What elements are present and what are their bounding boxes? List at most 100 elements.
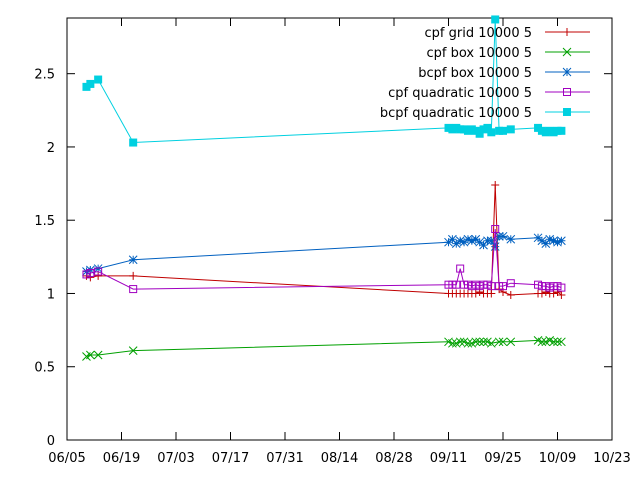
data-point [494, 337, 504, 347]
data-point [471, 337, 481, 347]
y-tick-label: 2 [47, 141, 55, 156]
data-point [479, 240, 488, 250]
data-point [129, 271, 138, 280]
data-point [487, 289, 496, 298]
data-point [448, 234, 457, 244]
data-point [487, 282, 496, 291]
x-tick-label: 07/03 [157, 451, 194, 466]
series-2 [82, 231, 566, 276]
series-0 [82, 181, 566, 299]
data-point [498, 337, 508, 347]
data-point [537, 289, 546, 298]
y-tick-label: 1 [47, 287, 55, 302]
data-point [506, 125, 515, 134]
data-point [94, 267, 103, 276]
data-point [128, 255, 138, 265]
data-point [491, 181, 500, 190]
data-point [499, 282, 507, 291]
series-1 [82, 336, 566, 361]
data-point [451, 239, 461, 249]
legend-swatch-marker [563, 108, 571, 116]
data-point [545, 234, 555, 244]
legend-swatch-marker [563, 28, 571, 36]
data-point [128, 346, 138, 355]
data-point [463, 234, 473, 244]
data-point [506, 290, 515, 299]
x-tick-label: 08/28 [375, 451, 412, 466]
x-tick-label: 10/09 [539, 451, 576, 466]
x-tick-label: 06/05 [48, 451, 85, 466]
data-point [541, 239, 551, 249]
axis-ticks: 0 0.5 1 1.5 2 2.5 06/05 06/19 07/03 07/17 07/31 08/… [34, 18, 631, 466]
x-tick-label: 10/23 [593, 451, 630, 466]
data-point [479, 337, 488, 347]
y-tick-label: 0.5 [34, 361, 55, 376]
data-point [549, 236, 558, 246]
data-point [487, 128, 496, 137]
data-point [86, 79, 95, 88]
data-point [557, 290, 566, 299]
data-point [459, 237, 469, 247]
legend-swatch-marker [563, 88, 571, 96]
data-point [506, 337, 516, 347]
data-point [506, 234, 516, 244]
data-point [491, 15, 500, 24]
data-point [86, 268, 95, 277]
data-point [549, 337, 558, 347]
data-point [537, 337, 547, 347]
plot-frame [66, 17, 613, 441]
data-point [475, 337, 484, 347]
data-point [452, 280, 461, 289]
legend-label: cpf grid 10000 5 [425, 26, 532, 41]
legend-label: cpf box 10000 5 [427, 46, 533, 61]
legend-swatch-marker [562, 47, 572, 57]
x-tick-label: 09/25 [484, 451, 521, 466]
legend: cpf grid 10000 5 cpf box 10000 5 bcpf box … [380, 26, 590, 121]
data-point [557, 283, 566, 292]
legend-label: bcpf quadratic 10000 5 [380, 106, 532, 121]
data-point [471, 234, 481, 244]
data-point [557, 337, 566, 347]
data-point [557, 236, 566, 246]
data-point [93, 264, 103, 273]
data-point [94, 271, 103, 280]
data-point [491, 225, 500, 233]
data-point [463, 338, 473, 348]
data-point [467, 236, 477, 246]
data-point [498, 231, 508, 241]
data-point [557, 126, 566, 135]
series-4 [82, 15, 566, 147]
data-point [93, 350, 103, 360]
data-point [456, 264, 465, 273]
data-point [506, 279, 515, 288]
x-tick-label: 08/14 [321, 451, 358, 466]
data-point [129, 138, 138, 147]
data-point [486, 338, 496, 348]
x-tick-label: 09/11 [430, 451, 467, 466]
data-point [448, 338, 457, 348]
x-tick-label: 07/17 [212, 451, 249, 466]
x-tick-label: 07/31 [266, 451, 303, 466]
series-3 [82, 225, 566, 294]
data-point [553, 237, 562, 247]
legend-label: bcpf box 10000 5 [418, 66, 532, 81]
data-point [455, 337, 465, 347]
data-point [486, 236, 496, 246]
data-point [86, 350, 95, 360]
data-point [499, 126, 507, 135]
data-point [455, 236, 465, 246]
legend-label: cpf quadratic 10000 5 [388, 86, 532, 101]
data-point [475, 237, 484, 247]
data-point [86, 265, 95, 275]
x-tick-label: 06/19 [103, 451, 140, 466]
y-tick-label: 1.5 [34, 214, 55, 229]
data-point [94, 75, 103, 84]
data-point [553, 337, 562, 347]
data-point [444, 237, 453, 247]
y-tick-label: 0 [47, 434, 55, 449]
y-tick-label: 2.5 [34, 68, 55, 83]
series-layer [82, 15, 566, 361]
data-point [533, 233, 543, 243]
data-point [129, 285, 138, 294]
